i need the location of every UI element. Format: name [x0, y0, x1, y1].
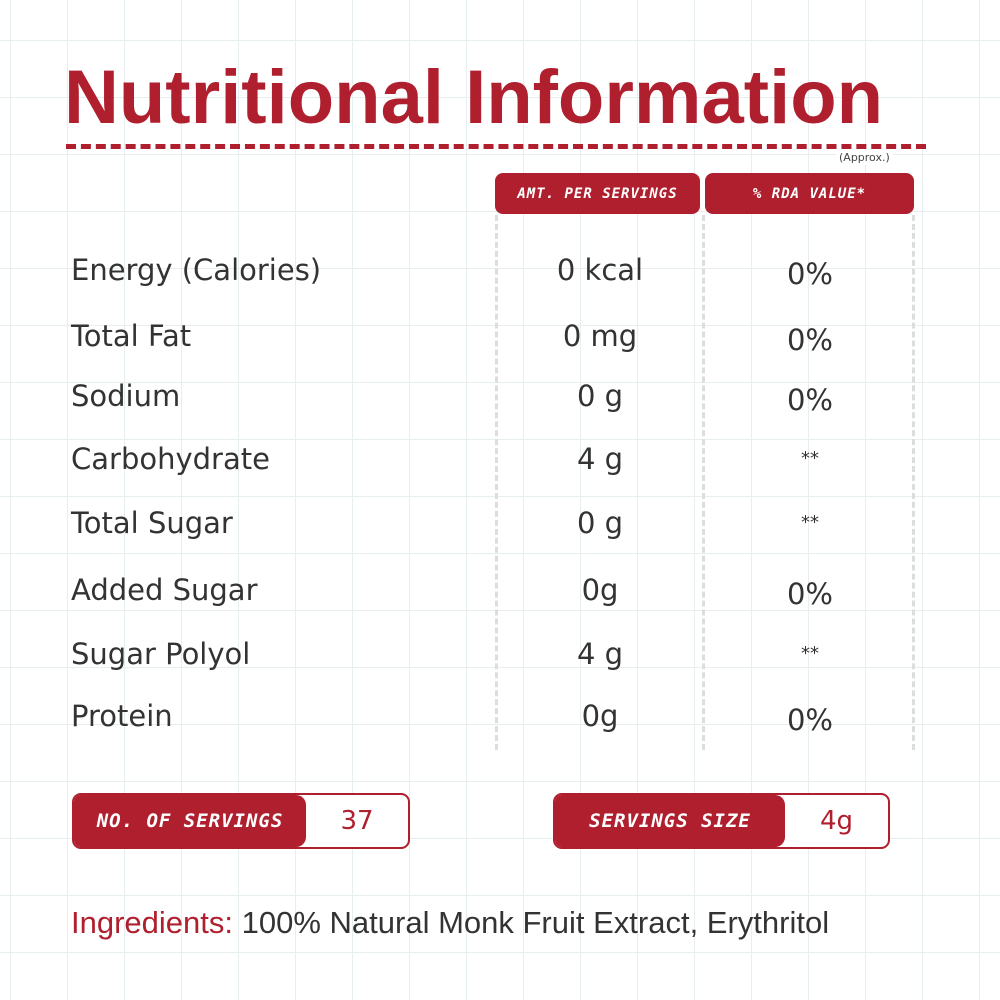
nutrient-amount: 0g: [581, 573, 619, 607]
nutrient-rda: **: [801, 643, 819, 664]
nutrient-rda: 0%: [786, 703, 833, 737]
nutrient-label: Total Fat: [71, 319, 192, 353]
nutrient-row: Sodium 0 g 0%: [0, 378, 1000, 418]
ingredients-label: Ingredients:: [71, 905, 233, 940]
divider: [702, 215, 705, 750]
nutrient-label: Added Sugar: [71, 573, 258, 607]
nutrient-row: Added Sugar 0g 0%: [0, 572, 1000, 612]
nutrient-amount: 4 g: [576, 442, 624, 476]
divider: [912, 215, 915, 750]
ingredients-value: 100% Natural Monk Fruit Extract, Erythri…: [241, 905, 830, 940]
nutrient-row: Sugar Polyol 4 g **: [0, 636, 1000, 676]
nutrient-amount: 0 mg: [562, 319, 638, 353]
nutrient-label: Sugar Polyol: [71, 637, 251, 671]
nutrient-label: Energy (Calories): [71, 253, 322, 287]
nutrient-amount: 0 kcal: [556, 253, 644, 287]
divider: [495, 215, 498, 750]
nutrient-label: Sodium: [71, 379, 181, 413]
nutrient-amount: 0 g: [576, 506, 624, 540]
page-title: Nutritional Information: [64, 55, 884, 140]
serving-size-box: SERVINGS SIZE 4g: [553, 793, 890, 849]
servings-box: NO. OF SERVINGS 37: [72, 793, 410, 849]
nutrient-label: Carbohydrate: [71, 442, 270, 476]
nutrient-rda: 0%: [786, 383, 833, 417]
nutrient-label: Total Sugar: [71, 506, 233, 540]
nutrient-row: Carbohydrate 4 g **: [0, 441, 1000, 481]
ingredients: Ingredients: 100% Natural Monk Fruit Ext…: [71, 903, 829, 943]
nutrient-row: Total Fat 0 mg 0%: [0, 318, 1000, 358]
serving-size-label: SERVINGS SIZE: [555, 795, 785, 847]
nutrient-amount: 4 g: [576, 637, 624, 671]
nutrient-label: Protein: [71, 699, 173, 733]
nutrient-rda: 0%: [786, 323, 833, 357]
header-amount: AMT. PER SERVINGS: [495, 173, 700, 214]
serving-size-value: 4g: [819, 806, 854, 836]
nutrient-row: Protein 0g 0%: [0, 698, 1000, 738]
nutrient-row: Energy (Calories) 0 kcal 0%: [0, 252, 1000, 292]
approx-note: (Approx.): [836, 151, 893, 165]
nutrient-rda: 0%: [786, 577, 833, 611]
title-underline: [66, 144, 926, 149]
nutrient-amount: 0 g: [576, 379, 624, 413]
nutrient-rda: **: [801, 512, 819, 533]
nutrient-rda: 0%: [786, 257, 833, 291]
nutrient-amount: 0g: [581, 699, 619, 733]
servings-label: NO. OF SERVINGS: [74, 795, 306, 847]
servings-value: 37: [340, 806, 374, 836]
header-rda: % RDA VALUE*: [705, 173, 914, 214]
nutrient-rda: **: [801, 448, 819, 469]
nutrient-row: Total Sugar 0 g **: [0, 505, 1000, 545]
